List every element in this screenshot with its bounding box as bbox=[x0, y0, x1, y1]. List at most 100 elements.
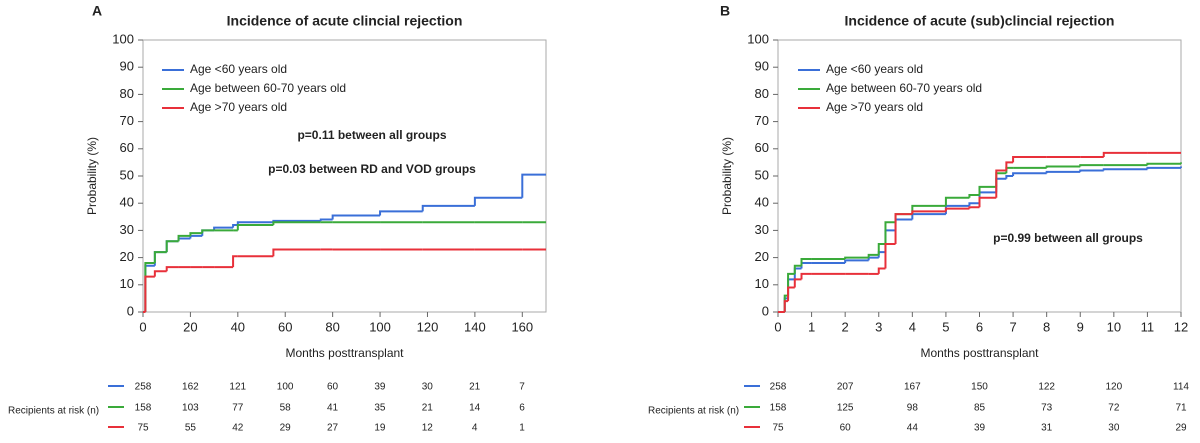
step-segment bbox=[177, 237, 191, 242]
legend-label: Age <60 years old bbox=[826, 62, 923, 76]
risk-count: 122 bbox=[1038, 382, 1055, 393]
risk-count: 167 bbox=[904, 382, 921, 393]
y-tick-label: 90 bbox=[120, 59, 134, 74]
legend-label: Age >70 years old bbox=[826, 100, 923, 114]
step-segment bbox=[884, 221, 896, 244]
x-tick-label: 2 bbox=[842, 319, 849, 334]
y-tick-label: 60 bbox=[120, 140, 134, 155]
step-segment bbox=[911, 204, 946, 215]
risk-count: 14 bbox=[469, 403, 481, 414]
risk-count: 42 bbox=[232, 423, 244, 434]
risk-count: 75 bbox=[772, 423, 784, 434]
risk-count: 60 bbox=[840, 423, 852, 434]
risk-count: 258 bbox=[135, 382, 152, 393]
x-tick-label: 100 bbox=[369, 319, 391, 334]
step-segment bbox=[1012, 172, 1047, 176]
x-tick-label: 8 bbox=[1043, 319, 1050, 334]
risk-count: 121 bbox=[229, 382, 246, 393]
x-tick-label: 80 bbox=[325, 319, 339, 334]
step-segment bbox=[968, 206, 980, 209]
risk-count: 207 bbox=[837, 382, 854, 393]
step-segment bbox=[800, 257, 812, 266]
step-segment bbox=[1012, 155, 1047, 163]
step-segment bbox=[319, 218, 333, 221]
y-tick-label: 50 bbox=[755, 167, 769, 182]
legend-label: Age <60 years old bbox=[190, 62, 287, 76]
x-tick-label: 9 bbox=[1077, 319, 1084, 334]
x-tick-label: 160 bbox=[511, 319, 533, 334]
x-tick-label: 12 bbox=[1174, 319, 1188, 334]
step-segment bbox=[978, 196, 997, 208]
step-segment bbox=[783, 300, 789, 312]
step-segment bbox=[521, 173, 546, 198]
step-segment bbox=[844, 259, 869, 264]
y-tick-label: 20 bbox=[755, 249, 769, 264]
step-segment bbox=[884, 243, 896, 269]
step-segment bbox=[189, 232, 203, 236]
step-segment bbox=[1005, 161, 1014, 171]
risk-count: 60 bbox=[327, 382, 339, 393]
x-tick-label: 140 bbox=[464, 319, 486, 334]
x-tick-label: 4 bbox=[909, 319, 916, 334]
step-segment bbox=[144, 275, 155, 312]
step-segment bbox=[189, 234, 203, 239]
risk-count: 1 bbox=[519, 423, 525, 434]
step-segment bbox=[1005, 166, 1014, 174]
risk-count: 75 bbox=[137, 423, 149, 434]
y-axis-label: Probability (%) bbox=[85, 137, 99, 215]
step-segment bbox=[1079, 164, 1104, 167]
step-segment bbox=[1005, 175, 1014, 179]
x-tick-label: 6 bbox=[976, 319, 983, 334]
step-segment bbox=[793, 278, 802, 288]
y-tick-label: 20 bbox=[120, 249, 134, 264]
risk-count: 29 bbox=[1175, 423, 1187, 434]
step-segment bbox=[867, 253, 879, 258]
step-segment bbox=[1045, 170, 1081, 174]
step-segment bbox=[1146, 162, 1181, 166]
step-segment bbox=[232, 255, 238, 268]
annotation: p=0.03 between RD and VOD groups bbox=[268, 162, 476, 176]
risk-count: 29 bbox=[280, 423, 292, 434]
legend-label: Age between 60-70 years old bbox=[190, 81, 346, 95]
step-segment bbox=[877, 243, 886, 255]
x-tick-label: 10 bbox=[1107, 319, 1121, 334]
step-segment bbox=[978, 185, 997, 196]
y-tick-label: 80 bbox=[120, 86, 134, 101]
step-segment bbox=[787, 278, 795, 299]
step-segment bbox=[877, 267, 886, 274]
step-segment bbox=[1079, 169, 1104, 172]
x-tick-label: 120 bbox=[417, 319, 439, 334]
risk-count: 55 bbox=[185, 423, 197, 434]
y-tick-label: 60 bbox=[755, 140, 769, 155]
step-segment bbox=[165, 240, 179, 253]
x-tick-label: 5 bbox=[942, 319, 949, 334]
step-segment bbox=[877, 251, 886, 258]
chart-title: Incidence of acute (sub)clincial rejecti… bbox=[845, 13, 1115, 29]
step-segment bbox=[995, 172, 1007, 187]
risk-count: 103 bbox=[182, 403, 199, 414]
step-segment bbox=[787, 286, 795, 302]
step-segment bbox=[232, 223, 238, 228]
x-tick-label: 60 bbox=[278, 319, 292, 334]
y-tick-label: 40 bbox=[120, 195, 134, 210]
step-segment bbox=[144, 264, 155, 312]
step-segment bbox=[1146, 166, 1181, 170]
x-tick-label: 20 bbox=[183, 319, 197, 334]
step-segment bbox=[793, 264, 802, 274]
risk-count: 125 bbox=[837, 403, 854, 414]
step-segment bbox=[944, 207, 970, 212]
step-segment bbox=[1102, 168, 1148, 171]
x-tick-label: 1 bbox=[808, 319, 815, 334]
risk-count: 120 bbox=[1105, 382, 1122, 393]
step-segment bbox=[884, 229, 896, 253]
y-tick-label: 0 bbox=[127, 303, 134, 318]
step-segment bbox=[995, 177, 1007, 193]
x-tick-label: 0 bbox=[139, 319, 146, 334]
risk-count: 12 bbox=[422, 423, 434, 434]
y-tick-label: 10 bbox=[755, 276, 769, 291]
step-segment bbox=[153, 251, 167, 264]
y-tick-label: 80 bbox=[755, 86, 769, 101]
step-segment bbox=[800, 272, 812, 280]
step-segment bbox=[894, 213, 913, 244]
risk-count: 162 bbox=[182, 382, 199, 393]
